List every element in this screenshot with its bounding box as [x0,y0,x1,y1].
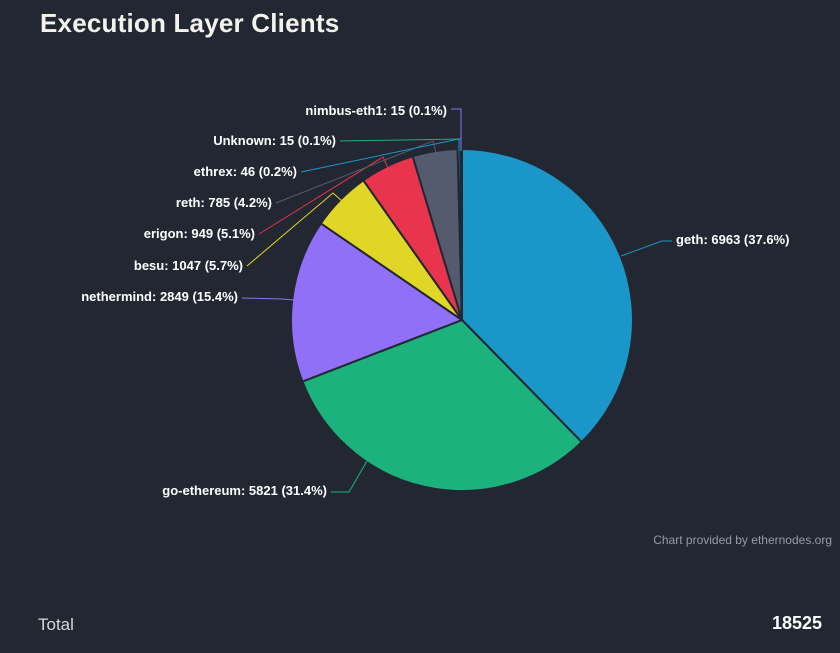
pie-connector-go-ethereum [331,460,368,493]
pie-slice-geth[interactable] [461,148,634,444]
pie-slice-nimbus-eth1[interactable] [460,147,463,321]
pie-connector-erigon [258,156,389,235]
pie-label-unknown: Unknown: 15 (0.1%) [213,133,336,148]
pie-label-nimbus-eth1: nimbus-eth1: 15 (0.1%) [305,103,447,118]
pie-label-besu: besu: 1047 (5.7%) [133,258,243,273]
total-value: 18525 [771,613,822,633]
pie-connector-besu [246,192,343,267]
chart-credit-link[interactable]: Chart provided by ethernodes.org [653,533,832,547]
pie-connector-nethermind [241,297,295,301]
pie-label-ethrex: ethrex: 46 (0.2%) [193,164,297,179]
pie-connector-geth [620,240,672,257]
pie-label-go-ethereum: go-ethereum: 5821 (31.4%) [162,483,327,498]
pie-slice-go-ethereum[interactable] [301,319,583,492]
total-label: Total [38,615,74,634]
pie-connector-reth [275,140,437,204]
pie-connector-nimbus-eth1 [451,108,462,149]
pie-label-reth: reth: 785 (4.2%) [175,195,272,210]
pie-label-nethermind: nethermind: 2849 (15.4%) [81,289,238,304]
pie-label-erigon: erigon: 949 (5.1%) [143,226,255,241]
pie-label-geth: geth: 6963 (37.6%) [676,232,790,247]
page-title: Execution Layer Clients [40,8,340,38]
total-row: Total 18525 [0,605,840,653]
